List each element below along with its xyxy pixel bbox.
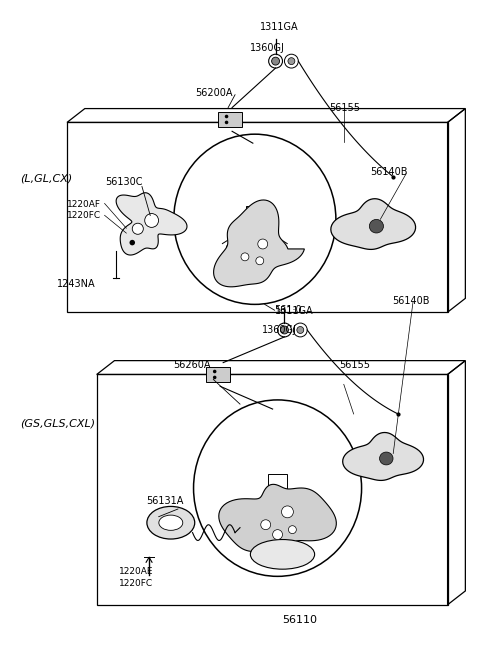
Text: 56260A: 56260A (173, 359, 210, 370)
Ellipse shape (159, 515, 183, 530)
Polygon shape (331, 198, 416, 250)
Text: 1220FC: 1220FC (67, 212, 101, 220)
Text: 56200A: 56200A (195, 88, 233, 98)
Text: 1311GA: 1311GA (275, 306, 313, 316)
Bar (246, 206, 264, 250)
Circle shape (225, 121, 228, 124)
Text: 56155: 56155 (339, 359, 370, 370)
Circle shape (277, 323, 291, 337)
Text: 1360GJ: 1360GJ (262, 325, 297, 335)
Circle shape (213, 376, 216, 379)
Text: 1220AF: 1220AF (67, 200, 101, 208)
Circle shape (297, 327, 304, 334)
Circle shape (281, 506, 293, 518)
Circle shape (256, 257, 264, 265)
Text: 56131A: 56131A (146, 496, 183, 506)
Circle shape (280, 326, 288, 334)
Circle shape (273, 530, 283, 539)
Ellipse shape (227, 238, 283, 258)
Text: 1220FC: 1220FC (120, 579, 154, 588)
Bar (96, 374, 447, 604)
Text: (L,GL,CX): (L,GL,CX) (21, 174, 73, 184)
Circle shape (288, 526, 296, 533)
Text: 1243NA: 1243NA (57, 279, 96, 288)
Circle shape (293, 323, 307, 337)
Circle shape (261, 520, 271, 530)
Circle shape (272, 57, 279, 65)
Text: 1220AE: 1220AE (120, 567, 154, 576)
Text: (GS,GLS,CXL): (GS,GLS,CXL) (21, 419, 96, 429)
Circle shape (132, 223, 144, 235)
Circle shape (213, 370, 216, 373)
Circle shape (144, 214, 158, 227)
Polygon shape (116, 193, 187, 255)
Polygon shape (219, 484, 336, 555)
Text: 561·0: 561·0 (275, 306, 302, 315)
Bar (67, 122, 447, 312)
Polygon shape (343, 432, 423, 480)
Bar (206, 367, 230, 382)
Circle shape (285, 55, 298, 68)
Text: 1360GJ: 1360GJ (250, 43, 285, 53)
Text: 56155: 56155 (329, 102, 360, 112)
Text: 56110: 56110 (282, 615, 317, 625)
Text: 56140B: 56140B (371, 167, 408, 177)
Circle shape (258, 239, 268, 249)
Text: 1311GA: 1311GA (260, 22, 299, 32)
Polygon shape (214, 200, 304, 287)
Ellipse shape (380, 452, 393, 465)
Ellipse shape (248, 507, 307, 528)
Ellipse shape (369, 219, 384, 233)
Text: 56130C: 56130C (106, 177, 143, 187)
Bar (268, 474, 287, 520)
Circle shape (130, 240, 135, 245)
Circle shape (241, 253, 249, 261)
Circle shape (288, 58, 295, 64)
Text: 56140B: 56140B (392, 296, 430, 306)
Bar (218, 112, 242, 127)
Ellipse shape (147, 507, 195, 539)
Circle shape (225, 115, 228, 118)
Circle shape (269, 55, 283, 68)
Ellipse shape (251, 539, 314, 569)
